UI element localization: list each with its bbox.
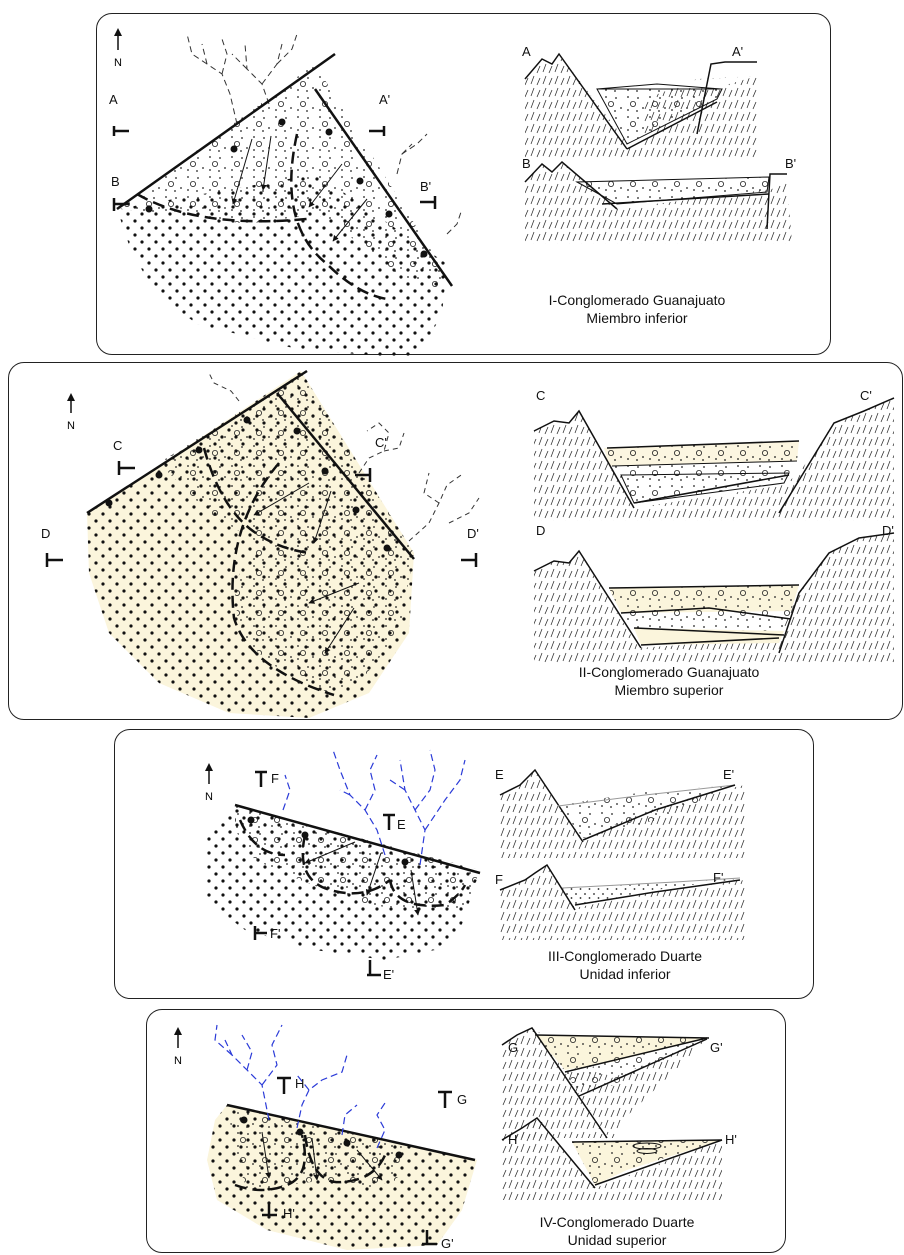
fault-markers xyxy=(240,1116,403,1159)
section-markers xyxy=(112,126,437,211)
north-label: N xyxy=(174,1055,182,1067)
panel-1: N xyxy=(96,13,831,359)
section-label-right: G' xyxy=(710,1040,723,1055)
section-label-left: C xyxy=(536,388,546,403)
map-label: D xyxy=(41,526,51,541)
north-arrow: N xyxy=(205,763,213,803)
map-label: G' xyxy=(441,1236,454,1251)
section-label-right: B' xyxy=(785,156,797,171)
map-label: C' xyxy=(375,435,387,450)
section-label-right: H' xyxy=(725,1132,737,1147)
section-label-right: C' xyxy=(860,388,872,403)
north-label: N xyxy=(67,420,75,432)
map-label: A' xyxy=(379,92,391,107)
facies-boundary xyxy=(301,834,391,895)
section-label-right: D' xyxy=(882,523,894,538)
fault-line xyxy=(86,369,308,515)
fault-markers xyxy=(247,816,409,866)
section-D xyxy=(533,532,895,663)
section-markers xyxy=(262,1076,452,1246)
facies-boundary xyxy=(202,447,310,555)
section-A xyxy=(524,52,757,159)
facies-boundary xyxy=(290,133,388,301)
north-arrow: N xyxy=(114,28,122,69)
drainage-lines xyxy=(214,1024,388,1149)
map-label: F xyxy=(271,771,279,786)
map-label: H xyxy=(295,1076,305,1091)
section-label-left: A xyxy=(522,44,531,59)
panel-3-diagram: N xyxy=(205,749,745,977)
fault-line xyxy=(276,392,415,560)
map-label: B' xyxy=(420,179,432,194)
paleocurrent-arrows xyxy=(261,1131,383,1181)
panel-4-diagram: N xyxy=(174,1024,723,1250)
fault-markers xyxy=(105,416,391,552)
paleocurrent-arrows xyxy=(304,841,421,916)
section-C xyxy=(533,397,895,521)
north-arrow: N xyxy=(67,393,75,432)
drainage-lines xyxy=(282,749,466,866)
facies-boundary xyxy=(136,192,308,223)
facies-boundary xyxy=(238,819,286,857)
caption-title: I-Conglomerado Guanajuato xyxy=(548,292,726,308)
map-label: E xyxy=(397,817,406,832)
section-label-right: E' xyxy=(723,767,735,782)
caption-subtitle: Miembro inferior xyxy=(586,310,688,326)
map-label: H' xyxy=(283,1206,295,1221)
fault-markers xyxy=(145,118,428,258)
section-label-left: G xyxy=(508,1040,519,1055)
gravel-area xyxy=(227,1105,402,1190)
map-label: C xyxy=(113,438,123,453)
section-markers xyxy=(253,770,395,977)
section-F xyxy=(499,863,745,940)
section-markers xyxy=(45,461,478,567)
gravel-area xyxy=(235,805,480,910)
panel-caption: I-Conglomerado Guanajuato Miembro inferi… xyxy=(527,291,747,327)
map-label: G xyxy=(457,1092,468,1107)
facies-boundary xyxy=(231,462,335,697)
section-H xyxy=(501,1117,723,1200)
panel-2: N xyxy=(8,362,903,720)
caption-subtitle: Unidad inferior xyxy=(579,966,671,982)
section-B xyxy=(524,160,792,244)
section-label-left: H xyxy=(508,1132,518,1147)
panel-2-diagram: N xyxy=(45,369,895,718)
panel-caption: IV-Conglomerado Duarte Unidad superior xyxy=(517,1213,717,1249)
drainage-lines xyxy=(186,33,463,235)
paleocurrent-arrows xyxy=(253,482,360,654)
map-label: A xyxy=(109,92,118,107)
fault-line xyxy=(313,88,454,287)
north-label: N xyxy=(114,57,122,69)
caption-title: IV-Conglomerado Duarte xyxy=(539,1214,695,1230)
caption-title: III-Conglomerado Duarte xyxy=(547,948,703,964)
map-label: D' xyxy=(467,526,479,541)
paleocurrent-arrows xyxy=(231,135,368,242)
section-label-right: F' xyxy=(713,870,724,885)
caption-title: II-Conglomerado Guanajuato xyxy=(578,664,760,680)
section-label-left: F xyxy=(495,872,503,887)
section-label-right: A' xyxy=(732,44,744,59)
caption-subtitle: Miembro superior xyxy=(614,682,724,698)
panel-3: N xyxy=(114,729,814,999)
drainage-lines xyxy=(208,372,480,542)
section-label-left: D xyxy=(536,523,546,538)
map-label: F' xyxy=(270,926,281,941)
north-label: N xyxy=(205,791,213,803)
fault-line xyxy=(116,52,336,211)
panel-caption: II-Conglomerado Guanajuato Miembro super… xyxy=(554,663,784,699)
caption-subtitle: Unidad superior xyxy=(567,1232,667,1248)
panel-4: N xyxy=(146,1009,786,1253)
section-E xyxy=(499,768,745,858)
map-label: B xyxy=(111,174,120,189)
panel-1-diagram: N xyxy=(112,28,792,359)
map-label: E' xyxy=(383,967,395,982)
section-label-left: E xyxy=(495,767,504,782)
facies-boundary xyxy=(303,1134,389,1184)
gravel-area xyxy=(117,64,452,289)
section-label-left: B xyxy=(522,156,531,171)
fault-line xyxy=(234,803,481,875)
section-G xyxy=(501,1027,710,1139)
north-arrow: N xyxy=(174,1027,182,1067)
panel-caption: III-Conglomerado Duarte Unidad inferior xyxy=(525,947,725,983)
